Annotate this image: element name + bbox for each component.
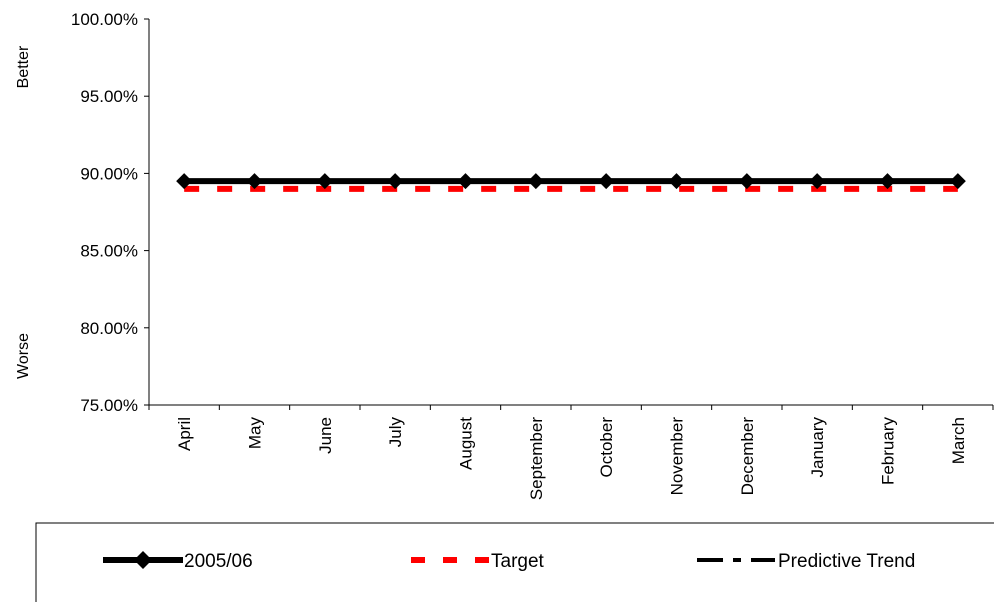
- data-point: [316, 173, 333, 190]
- y-tick-label: 100.00%: [71, 10, 138, 29]
- y-tick-label: 80.00%: [80, 319, 138, 338]
- x-tick-label: July: [386, 417, 405, 448]
- legend-label-predictive-trend: Predictive Trend: [778, 551, 915, 572]
- data-point: [246, 173, 263, 190]
- x-tick-label: November: [668, 417, 687, 496]
- x-axis: April May June July August September October No…: [148, 404, 994, 500]
- data-point: [457, 173, 474, 190]
- data-point: [738, 173, 755, 190]
- x-tick-label: May: [246, 417, 265, 450]
- data-point: [879, 173, 896, 190]
- x-tick-label: December: [738, 417, 757, 496]
- x-tick-label: June: [316, 417, 335, 454]
- legend-label-target: Target: [491, 551, 545, 572]
- y-tick-label: 90.00%: [80, 164, 138, 183]
- better-label: Better: [15, 45, 32, 88]
- legend-box: [35, 522, 994, 602]
- y-tick-label: 95.00%: [80, 87, 138, 106]
- data-point: [598, 173, 615, 190]
- legend-label-2005-06: 2005/06: [184, 551, 253, 572]
- x-tick-label: October: [597, 417, 616, 478]
- data-point: [387, 173, 404, 190]
- y-tick-label: 75.00%: [80, 396, 138, 415]
- x-tick-label: April: [175, 417, 194, 451]
- data-point: [809, 173, 826, 190]
- plot-area: [176, 173, 966, 192]
- data-point: [668, 173, 685, 190]
- data-point: [949, 173, 966, 190]
- x-tick-label: September: [527, 417, 546, 500]
- data-point: [527, 173, 544, 190]
- legend-marker-diamond: [134, 551, 152, 569]
- legend: 2005/06 Target Predictive Trend: [35, 522, 994, 602]
- data-point: [176, 173, 193, 190]
- y-tick-label: 85.00%: [80, 242, 138, 261]
- x-tick-label: January: [808, 417, 827, 478]
- x-tick-label: March: [949, 417, 968, 464]
- x-tick-label: August: [457, 417, 476, 470]
- y-axis: 75.00% 80.00% 85.00% 90.00% 95.00% 100.00%: [71, 10, 150, 415]
- x-tick-label: February: [879, 417, 898, 486]
- worse-label: Worse: [15, 333, 32, 379]
